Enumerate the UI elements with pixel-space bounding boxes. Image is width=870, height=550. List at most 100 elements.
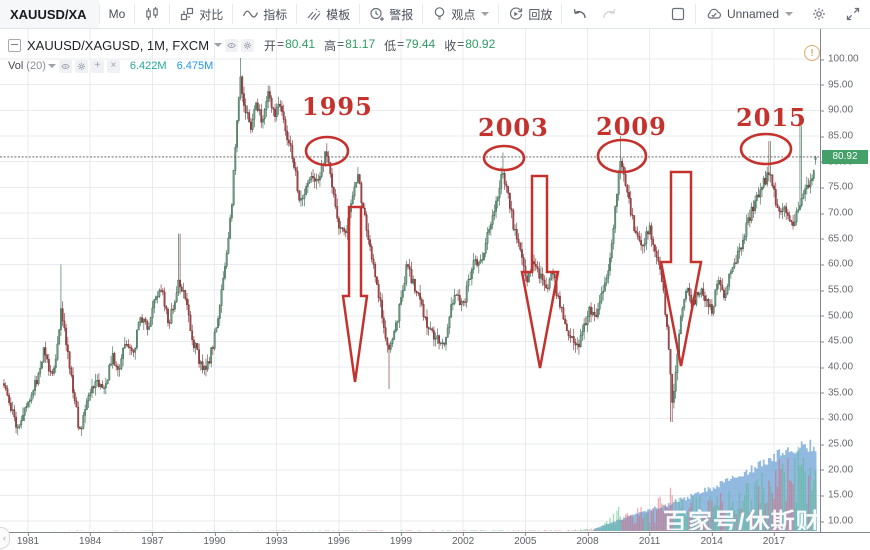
low-value: 79.44	[405, 36, 436, 51]
warning-circle-icon[interactable]: !	[804, 45, 820, 61]
candle-bodies-up	[11, 76, 817, 430]
time-tick-label: 2014	[700, 533, 723, 547]
alerts-button[interactable]: 警报	[360, 0, 422, 28]
volume-study-title[interactable]: Vol	[8, 60, 24, 72]
toolbar-separator	[98, 4, 100, 24]
series-legend: XAUUSD/XAGUSD, 1M, FXCM 开 = 80.41 高 = 81.17 …	[8, 37, 495, 53]
symbol-button[interactable]: XAUUSD/XA	[0, 0, 99, 28]
price-tick-label: 45.00	[820, 336, 853, 347]
close-value: 80.92	[465, 36, 496, 51]
equals: =	[397, 36, 405, 51]
price-axis[interactable]: 100.0095.0090.0085.0080.0075.0070.0065.0…	[820, 28, 870, 532]
time-tick-label: 1996	[327, 533, 350, 547]
candlestick-icon	[144, 6, 160, 22]
equals: =	[337, 36, 345, 51]
toolbar-separator	[498, 4, 500, 24]
redo-button[interactable]	[598, 0, 627, 28]
toolbar-separator	[232, 4, 234, 24]
equals: =	[457, 36, 465, 51]
time-tick-label: 1993	[265, 533, 288, 547]
plus-icon[interactable]: +	[90, 59, 104, 73]
chevron-down-icon	[481, 12, 490, 16]
eye-icon[interactable]	[58, 59, 72, 73]
compare-button[interactable]: 对比	[170, 0, 232, 28]
time-tick-label: 1990	[203, 533, 226, 547]
close-icon[interactable]: ×	[106, 59, 120, 73]
templates-button[interactable]: 模板	[297, 0, 359, 28]
candle-wicks-down	[3, 75, 809, 434]
indicators-label: 指标	[263, 7, 288, 22]
series-title[interactable]: XAUUSD/XAGUSD, 1M, FXCM	[27, 37, 210, 53]
price-tick-label: 100.00	[821, 54, 859, 65]
price-tick-label: 30.00	[820, 413, 853, 424]
undo-button[interactable]	[562, 0, 598, 28]
alerts-label: 警报	[389, 7, 414, 22]
lightbulb-icon	[432, 6, 447, 22]
time-tick-label: 2011	[638, 533, 661, 547]
candle-bodies-down	[3, 76, 810, 430]
grid-lines	[0, 28, 820, 532]
close-label: 收	[444, 38, 457, 53]
price-tick-label: 70.00	[820, 208, 853, 219]
high-label: 高	[324, 38, 337, 53]
layout-select-button[interactable]	[661, 0, 695, 28]
fullscreen-icon	[845, 6, 861, 22]
time-tick-label: 1987	[141, 533, 164, 547]
time-tick-label: 1999	[389, 533, 413, 547]
low-label: 低	[384, 38, 397, 53]
time-tick-label: 2008	[576, 533, 599, 547]
candle-wicks-up	[12, 57, 816, 436]
toolbar-separator	[359, 4, 361, 24]
ideas-label: 观点	[451, 7, 476, 22]
ohlc-values: 开 = 80.41 高 = 81.17 低 = 79.44 收 = 80.92	[264, 37, 495, 54]
price-tick-label: 35.00	[820, 387, 853, 398]
annotation-ellipse	[596, 138, 648, 174]
interval-button[interactable]: Mo	[108, 7, 126, 21]
gear-icon[interactable]	[74, 59, 88, 73]
ideas-button[interactable]: 观点	[423, 0, 498, 28]
undo-icon	[571, 6, 589, 22]
price-tick-label: 50.00	[820, 310, 853, 321]
time-tick-label: 2005	[514, 533, 537, 547]
time-tick-label: 1981	[16, 533, 40, 547]
toolbar-separator	[422, 4, 424, 24]
volume-ma-value: 6.475M	[176, 60, 214, 72]
price-tick-label: 95.00	[820, 79, 853, 90]
eye-icon[interactable]	[225, 38, 239, 52]
annotation-ellipse	[304, 135, 350, 167]
annotation-year-label: 2003	[478, 113, 549, 142]
toolbar-separator	[694, 4, 696, 24]
alert-clock-icon	[369, 6, 385, 22]
legend-collapse-icon[interactable]	[8, 38, 21, 52]
chevron-down-icon[interactable]	[214, 43, 223, 47]
open-label: 开	[264, 38, 277, 53]
annotation-ellipse	[739, 132, 793, 166]
compare-icon	[179, 6, 195, 22]
toolbar-separator	[296, 4, 298, 24]
fullscreen-button[interactable]	[836, 0, 870, 28]
time-axis[interactable]: 1981 1984 1987 1990 1993 1996 1999 2002 2005 2008…	[0, 532, 870, 550]
compare-label: 对比	[199, 7, 224, 22]
indicators-button[interactable]: 指标	[233, 0, 296, 28]
layout-grid-icon	[670, 6, 686, 22]
price-tick-label: 20.00	[820, 464, 853, 475]
chevron-down-icon[interactable]	[47, 64, 56, 68]
gear-icon[interactable]	[241, 38, 255, 52]
annotation-year-label: 1995	[302, 92, 373, 121]
toolbar-separator	[561, 4, 563, 24]
time-tick-label: 2002	[451, 533, 475, 547]
save-layout-button[interactable]: Unnamed	[696, 0, 802, 28]
settings-button[interactable]	[802, 0, 836, 28]
equals: =	[277, 36, 285, 51]
replay-label: 回放	[528, 7, 553, 22]
replay-button[interactable]: 回放	[499, 0, 561, 28]
price-tick-label: 40.00	[820, 362, 853, 373]
redo-icon	[600, 6, 618, 22]
annotation-down-arrow	[520, 174, 560, 369]
annotation-down-arrow	[341, 205, 369, 383]
open-value: 80.41	[285, 36, 316, 51]
gear-icon	[811, 6, 827, 22]
cloud-save-icon	[705, 6, 723, 22]
chart-style-button[interactable]	[135, 0, 169, 28]
